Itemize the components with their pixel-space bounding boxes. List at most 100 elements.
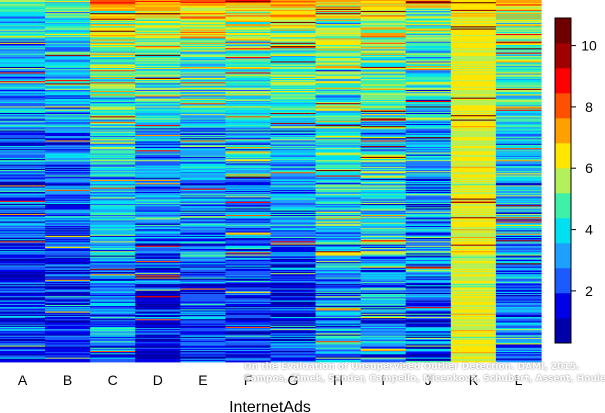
- heatmap-cell: [360, 174, 407, 176]
- heatmap-cell: [0, 351, 46, 353]
- heatmap-cell: [45, 35, 91, 37]
- heatmap-cell: [360, 20, 407, 23]
- heatmap-cell: [315, 23, 362, 25]
- heatmap-cell: [0, 97, 46, 100]
- heatmap-cell: [450, 152, 497, 154]
- heatmap-cell: [270, 256, 317, 259]
- heatmap-cell: [405, 63, 452, 66]
- heatmap-cell: [0, 2, 46, 4]
- heatmap-cell: [270, 188, 317, 191]
- heatmap-cell: [225, 91, 272, 93]
- heatmap-cell: [225, 75, 272, 78]
- heatmap-cell: [450, 205, 497, 207]
- heatmap-cell: [180, 279, 227, 282]
- heatmap-cell: [45, 306, 91, 308]
- heatmap-cell: [135, 130, 181, 133]
- heatmap-cell: [495, 191, 542, 194]
- heatmap-cell: [360, 168, 407, 171]
- heatmap-cell: [360, 322, 407, 325]
- heatmap-cell: [0, 284, 46, 286]
- heatmap-cell: [90, 118, 136, 120]
- heatmap-cell: [450, 57, 497, 59]
- heatmap-cell: [225, 198, 272, 201]
- heatmap-cell: [135, 336, 181, 339]
- heatmap-cell: [360, 58, 407, 60]
- heatmap-cell: [270, 216, 317, 218]
- heatmap-cell: [270, 341, 317, 343]
- heatmap-cell: [0, 96, 46, 99]
- heatmap-cell: [225, 99, 272, 102]
- heatmap-cell: [45, 25, 91, 27]
- heatmap-cell: [315, 269, 362, 272]
- heatmap-cell: [45, 246, 91, 249]
- heatmap-cell: [0, 281, 46, 284]
- heatmap-cell: [495, 212, 542, 215]
- heatmap-cell: [45, 92, 91, 94]
- heatmap-cell: [270, 102, 317, 104]
- heatmap-cell: [45, 52, 91, 55]
- heatmap-cell: [135, 219, 181, 221]
- heatmap-cell: [405, 127, 452, 129]
- heatmap-cell: [180, 357, 227, 360]
- heatmap-cell: [135, 126, 181, 128]
- heatmap-cell: [495, 197, 542, 199]
- heatmap-cell: [450, 27, 497, 29]
- heatmap-cell: [225, 287, 272, 289]
- heatmap-cell: [0, 344, 46, 346]
- heatmap-cell: [450, 119, 497, 122]
- heatmap-cell: [450, 177, 497, 180]
- heatmap-cell: [405, 201, 452, 204]
- heatmap-cell: [0, 231, 46, 233]
- heatmap-cell: [495, 94, 542, 96]
- heatmap-cell: [360, 190, 407, 193]
- heatmap-cell: [0, 175, 46, 178]
- heatmap-cell: [0, 151, 46, 153]
- heatmap-cell: [135, 296, 181, 298]
- heatmap-cell: [45, 224, 91, 227]
- heatmap-cell: [315, 275, 362, 277]
- heatmap-cell: [315, 346, 362, 349]
- heatmap-cell: [315, 188, 362, 191]
- heatmap-cell: [45, 304, 91, 307]
- heatmap-cell: [495, 164, 542, 167]
- heatmap-cell: [45, 91, 91, 93]
- heatmap-cell: [90, 48, 136, 50]
- heatmap-cell: [90, 211, 136, 214]
- heatmap-cell: [0, 274, 46, 276]
- heatmap-cell: [180, 75, 227, 78]
- heatmap-cell: [270, 239, 317, 241]
- colorbar-segment: [555, 218, 571, 244]
- heatmap-cell: [315, 283, 362, 285]
- heatmap-cell: [0, 183, 46, 185]
- heatmap-cell: [180, 89, 227, 92]
- heatmap-cell: [315, 41, 362, 44]
- heatmap-cell: [0, 340, 46, 342]
- heatmap-cell: [180, 71, 227, 73]
- heatmap-cell: [450, 47, 497, 49]
- heatmap-cell: [405, 46, 452, 48]
- heatmap-cell: [495, 235, 542, 238]
- heatmap-cell: [0, 110, 46, 113]
- heatmap-cell: [315, 141, 362, 144]
- heatmap-cell: [270, 1, 317, 3]
- heatmap-cell: [495, 195, 542, 197]
- heatmap-cell: [360, 297, 407, 299]
- heatmap-cell: [270, 177, 317, 180]
- heatmap-cell: [405, 133, 452, 136]
- heatmap-cell: [270, 89, 317, 92]
- heatmap-cell: [45, 39, 91, 41]
- heatmap-cell: [90, 168, 136, 171]
- heatmap-cell: [405, 41, 452, 44]
- heatmap-cell: [180, 321, 227, 323]
- heatmap-cell: [0, 218, 46, 220]
- heatmap-cell: [405, 99, 452, 102]
- heatmap-cell: [270, 86, 317, 89]
- heatmap-cell: [45, 95, 91, 97]
- heatmap-cell: [180, 191, 227, 194]
- heatmap-cell: [45, 105, 91, 107]
- heatmap-cell: [495, 111, 542, 114]
- heatmap-cell: [315, 183, 362, 185]
- heatmap-cell: [495, 347, 542, 350]
- heatmap-cell: [405, 38, 452, 40]
- heatmap-cell: [180, 152, 227, 154]
